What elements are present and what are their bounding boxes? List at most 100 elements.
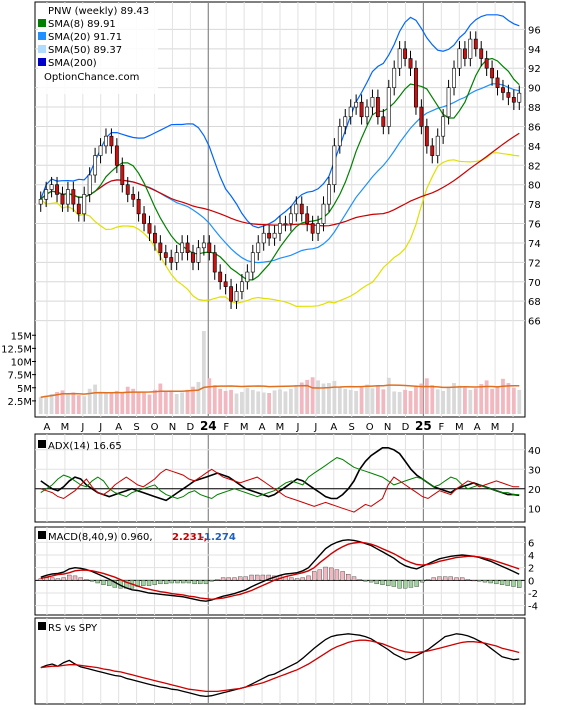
volume-bar [38, 397, 43, 414]
volume-tick-label: 7.5M [7, 371, 32, 382]
macd-histogram-bar [357, 579, 362, 581]
volume-bar [321, 383, 326, 414]
x-tick-label: N [169, 422, 176, 433]
volume-bar [430, 385, 435, 414]
macd-histogram-bar [61, 577, 66, 581]
macd-histogram-bar [169, 580, 174, 584]
volume-bar [136, 391, 141, 414]
candle-body [370, 97, 375, 108]
candle-body [174, 252, 179, 263]
price-title: PNW (weekly) 89.43 [48, 6, 149, 17]
price-tick-label: 96 [528, 25, 541, 36]
volume-bar [174, 394, 179, 414]
macd-series-macd [40, 539, 520, 602]
macd-histogram-bar [237, 576, 243, 581]
x-tick-label: M [455, 422, 464, 433]
candle-body [49, 184, 54, 190]
candle-body [337, 126, 342, 147]
price-tick-label: 76 [528, 220, 541, 231]
macd-histogram-bar [163, 580, 169, 585]
x-tick-label: S [133, 422, 139, 433]
candle-body [261, 232, 266, 244]
candle-body [38, 198, 43, 205]
volume-tick-label: 15M [11, 331, 32, 342]
candle-body [462, 48, 467, 59]
macd-histogram-bar [78, 577, 83, 581]
macd-histogram-bar [329, 567, 334, 581]
candle-body [82, 194, 87, 215]
candle-body [163, 252, 168, 258]
volume-bar [185, 389, 190, 414]
macd-histogram-bar [101, 580, 106, 585]
x-tick-label: M [61, 422, 70, 433]
volume-bar [403, 389, 407, 414]
macd-histogram-bar [175, 580, 180, 584]
volume-bar [44, 395, 49, 414]
volume-bar [250, 389, 255, 414]
legend-sma200: SMA(200) [48, 58, 97, 69]
volume-tick-label: 12.5M [1, 344, 32, 355]
volume-bar [452, 383, 456, 414]
legend-sma20: SMA(20) 91.71 [48, 32, 122, 43]
macd-histogram-bar [517, 580, 522, 588]
volume-bar [397, 391, 402, 414]
macd-histogram-bar [198, 580, 203, 585]
candle-body [87, 174, 92, 195]
candle-body [365, 106, 369, 118]
adx-tick-label: 30 [528, 465, 541, 476]
volume-bar [414, 386, 418, 414]
volume-bar [60, 390, 65, 414]
volume-bar [490, 388, 494, 414]
volume-bar [240, 391, 244, 414]
price-tick-label: 94 [528, 45, 541, 56]
macd-histogram-bar [84, 579, 89, 581]
candle-body [229, 286, 233, 302]
x-tick-label: M [240, 422, 249, 433]
candle-body [109, 135, 114, 147]
volume-bar [337, 386, 342, 414]
volume-bar [147, 394, 152, 414]
candle-body [60, 194, 65, 205]
candle-body [343, 116, 348, 127]
candle-body [76, 203, 81, 215]
volume-bar [272, 390, 277, 414]
volume-bar [218, 388, 223, 414]
candle-body [354, 101, 359, 108]
macd-histogram-bar [420, 580, 425, 583]
macd-histogram-bar [431, 577, 436, 581]
macd-histogram-bar [374, 580, 379, 585]
x-tick-label: A [474, 422, 481, 433]
volume-bar [435, 389, 440, 414]
rs-legend: RS vs SPY [38, 622, 98, 634]
volume-bar [229, 389, 233, 414]
candle-body [142, 213, 146, 224]
price-tick-label: 68 [528, 297, 541, 308]
candle-body [468, 38, 473, 59]
volume-bar [76, 395, 81, 414]
volume-bar [191, 386, 195, 414]
price-tick-label: 86 [528, 122, 541, 133]
volume-bar [169, 390, 174, 414]
macd-histogram-bar [232, 577, 237, 581]
macd-histogram-bar [72, 575, 78, 581]
volume-bar [114, 390, 119, 414]
volume-bar [66, 393, 70, 414]
macd-histogram-bar [471, 580, 476, 582]
macd-histogram-bar [505, 580, 510, 586]
price-tick-label: 78 [528, 200, 541, 211]
adx-tick-label: 10 [528, 504, 541, 515]
volume-bar [316, 380, 320, 414]
macd-tick-label: -4 [528, 602, 538, 613]
macd-histogram-bar [289, 577, 294, 581]
candle-body [125, 184, 130, 195]
candle-body [44, 189, 49, 200]
candle-body [71, 189, 76, 205]
candle-body [234, 291, 239, 302]
volume-tick-label: 5M [17, 384, 32, 395]
volume-bar [517, 389, 522, 414]
volume-bar [473, 388, 478, 414]
macd-histogram-bar [243, 576, 248, 581]
macd-histogram-bar [203, 580, 209, 585]
